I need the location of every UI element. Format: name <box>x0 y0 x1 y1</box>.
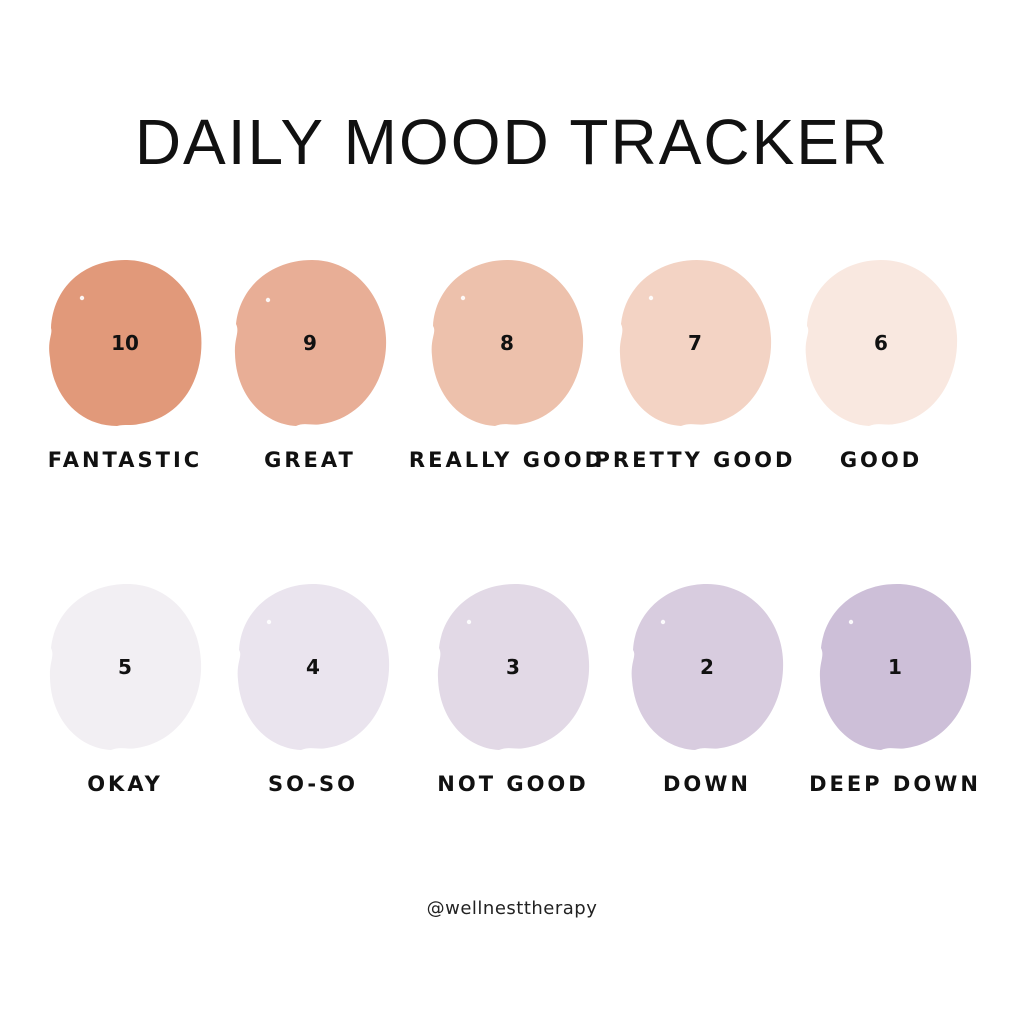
social-handle: @wellnesttherapy <box>426 898 598 919</box>
mood-score: 4 <box>306 655 320 679</box>
mood-score: 9 <box>303 331 317 355</box>
mood-label: GOOD <box>839 448 923 472</box>
paint-blob <box>629 582 785 752</box>
mood-score: 6 <box>874 331 888 355</box>
mood-item-10: 10 FANTASTIC <box>30 258 220 488</box>
mood-score: 5 <box>118 655 132 679</box>
mood-item-9: 9 GREAT <box>215 258 405 488</box>
paint-blob <box>47 582 203 752</box>
mood-score: 8 <box>500 331 514 355</box>
page-title: DAILY MOOD TRACKER <box>134 106 890 178</box>
mood-item-5: 5 OKAY <box>30 582 220 812</box>
mood-item-1: 1 DEEP DOWN <box>800 582 990 812</box>
mood-score: 2 <box>700 655 714 679</box>
paint-blob <box>803 258 959 428</box>
mood-score: 1 <box>888 655 902 679</box>
mood-score: 3 <box>506 655 520 679</box>
mood-label: GREAT <box>264 448 356 472</box>
mood-label: DEEP DOWN <box>809 772 981 796</box>
mood-label: PRETTY GOOD <box>594 448 796 472</box>
mood-label: DOWN <box>662 772 752 796</box>
paint-blob <box>429 258 585 428</box>
mood-label: REALLY GOOD <box>408 448 606 472</box>
mood-score: 10 <box>111 331 139 355</box>
mood-label: NOT GOOD <box>437 772 589 796</box>
mood-item-7: 7 PRETTY GOOD <box>595 258 792 488</box>
mood-label: OKAY <box>87 772 163 796</box>
paint-blob <box>232 258 388 428</box>
mood-score: 7 <box>688 331 702 355</box>
mood-label: FANTASTIC <box>47 448 203 472</box>
paint-blob <box>817 582 973 752</box>
mood-item-8: 8 REALLY GOOD <box>409 258 602 488</box>
mood-item-4: 4 SO-SO <box>218 582 408 812</box>
paint-blob <box>435 582 591 752</box>
mood-item-2: 2 DOWN <box>612 582 802 812</box>
mood-item-6: 6 GOOD <box>786 258 976 488</box>
paint-blob <box>617 258 773 428</box>
mood-label: SO-SO <box>267 772 359 796</box>
mood-item-3: 3 NOT GOOD <box>418 582 608 812</box>
paint-blob <box>47 258 203 428</box>
paint-blob <box>235 582 391 752</box>
